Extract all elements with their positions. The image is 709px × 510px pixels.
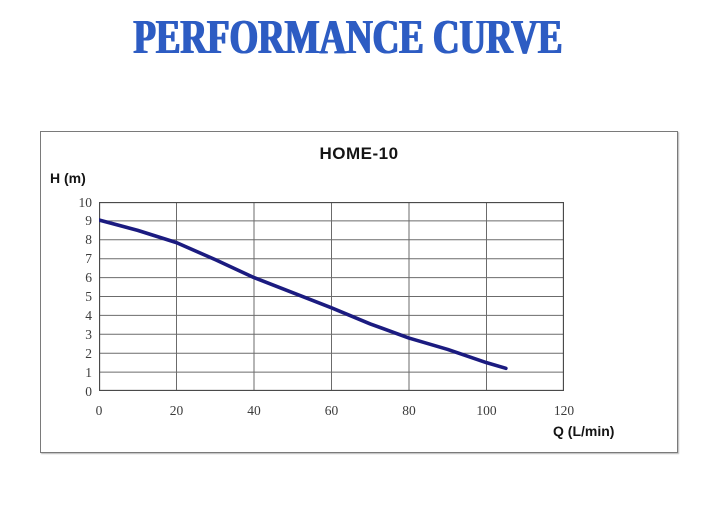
x-tick-label: 20 [169, 403, 184, 418]
performance-curve-line [99, 218, 508, 371]
x-tick-label: 0 [95, 403, 103, 418]
plot-area [99, 202, 564, 391]
chart-panel: HOME-10 H (m) 0 1 2 3 4 5 6 7 8 9 10 0 20 40 60 80 100 1… [40, 131, 678, 453]
x-axis-title: Q (L/min) [553, 423, 615, 439]
y-tick-label: 1 [85, 364, 92, 380]
y-tick-label: 5 [85, 289, 92, 304]
x-tick-label: 80 [402, 403, 416, 418]
plot-border [99, 202, 564, 391]
y-tick-label: 8 [85, 232, 92, 248]
x-tick-label: 60 [324, 403, 339, 418]
y-tick-label: 0 [85, 383, 92, 399]
x-tick-label: 100 [476, 403, 497, 418]
chart-title: HOME-10 [319, 144, 399, 163]
x-tick-label: 40 [247, 403, 261, 418]
y-axis-title: H (m) [50, 170, 86, 186]
y-tick-label: 10 [78, 194, 93, 210]
y-tick-label: 2 [85, 345, 92, 361]
performance-curve-plot [99, 202, 564, 391]
y-tick-label: 6 [85, 270, 92, 286]
y-tick-label: 7 [85, 251, 92, 267]
x-tick-label: 120 [553, 403, 575, 418]
y-tick-label: 4 [85, 307, 92, 323]
page-title: PERFORMANCE CURVE [133, 9, 563, 65]
y-tick-label: 9 [85, 213, 92, 229]
y-tick-label: 3 [85, 326, 92, 342]
